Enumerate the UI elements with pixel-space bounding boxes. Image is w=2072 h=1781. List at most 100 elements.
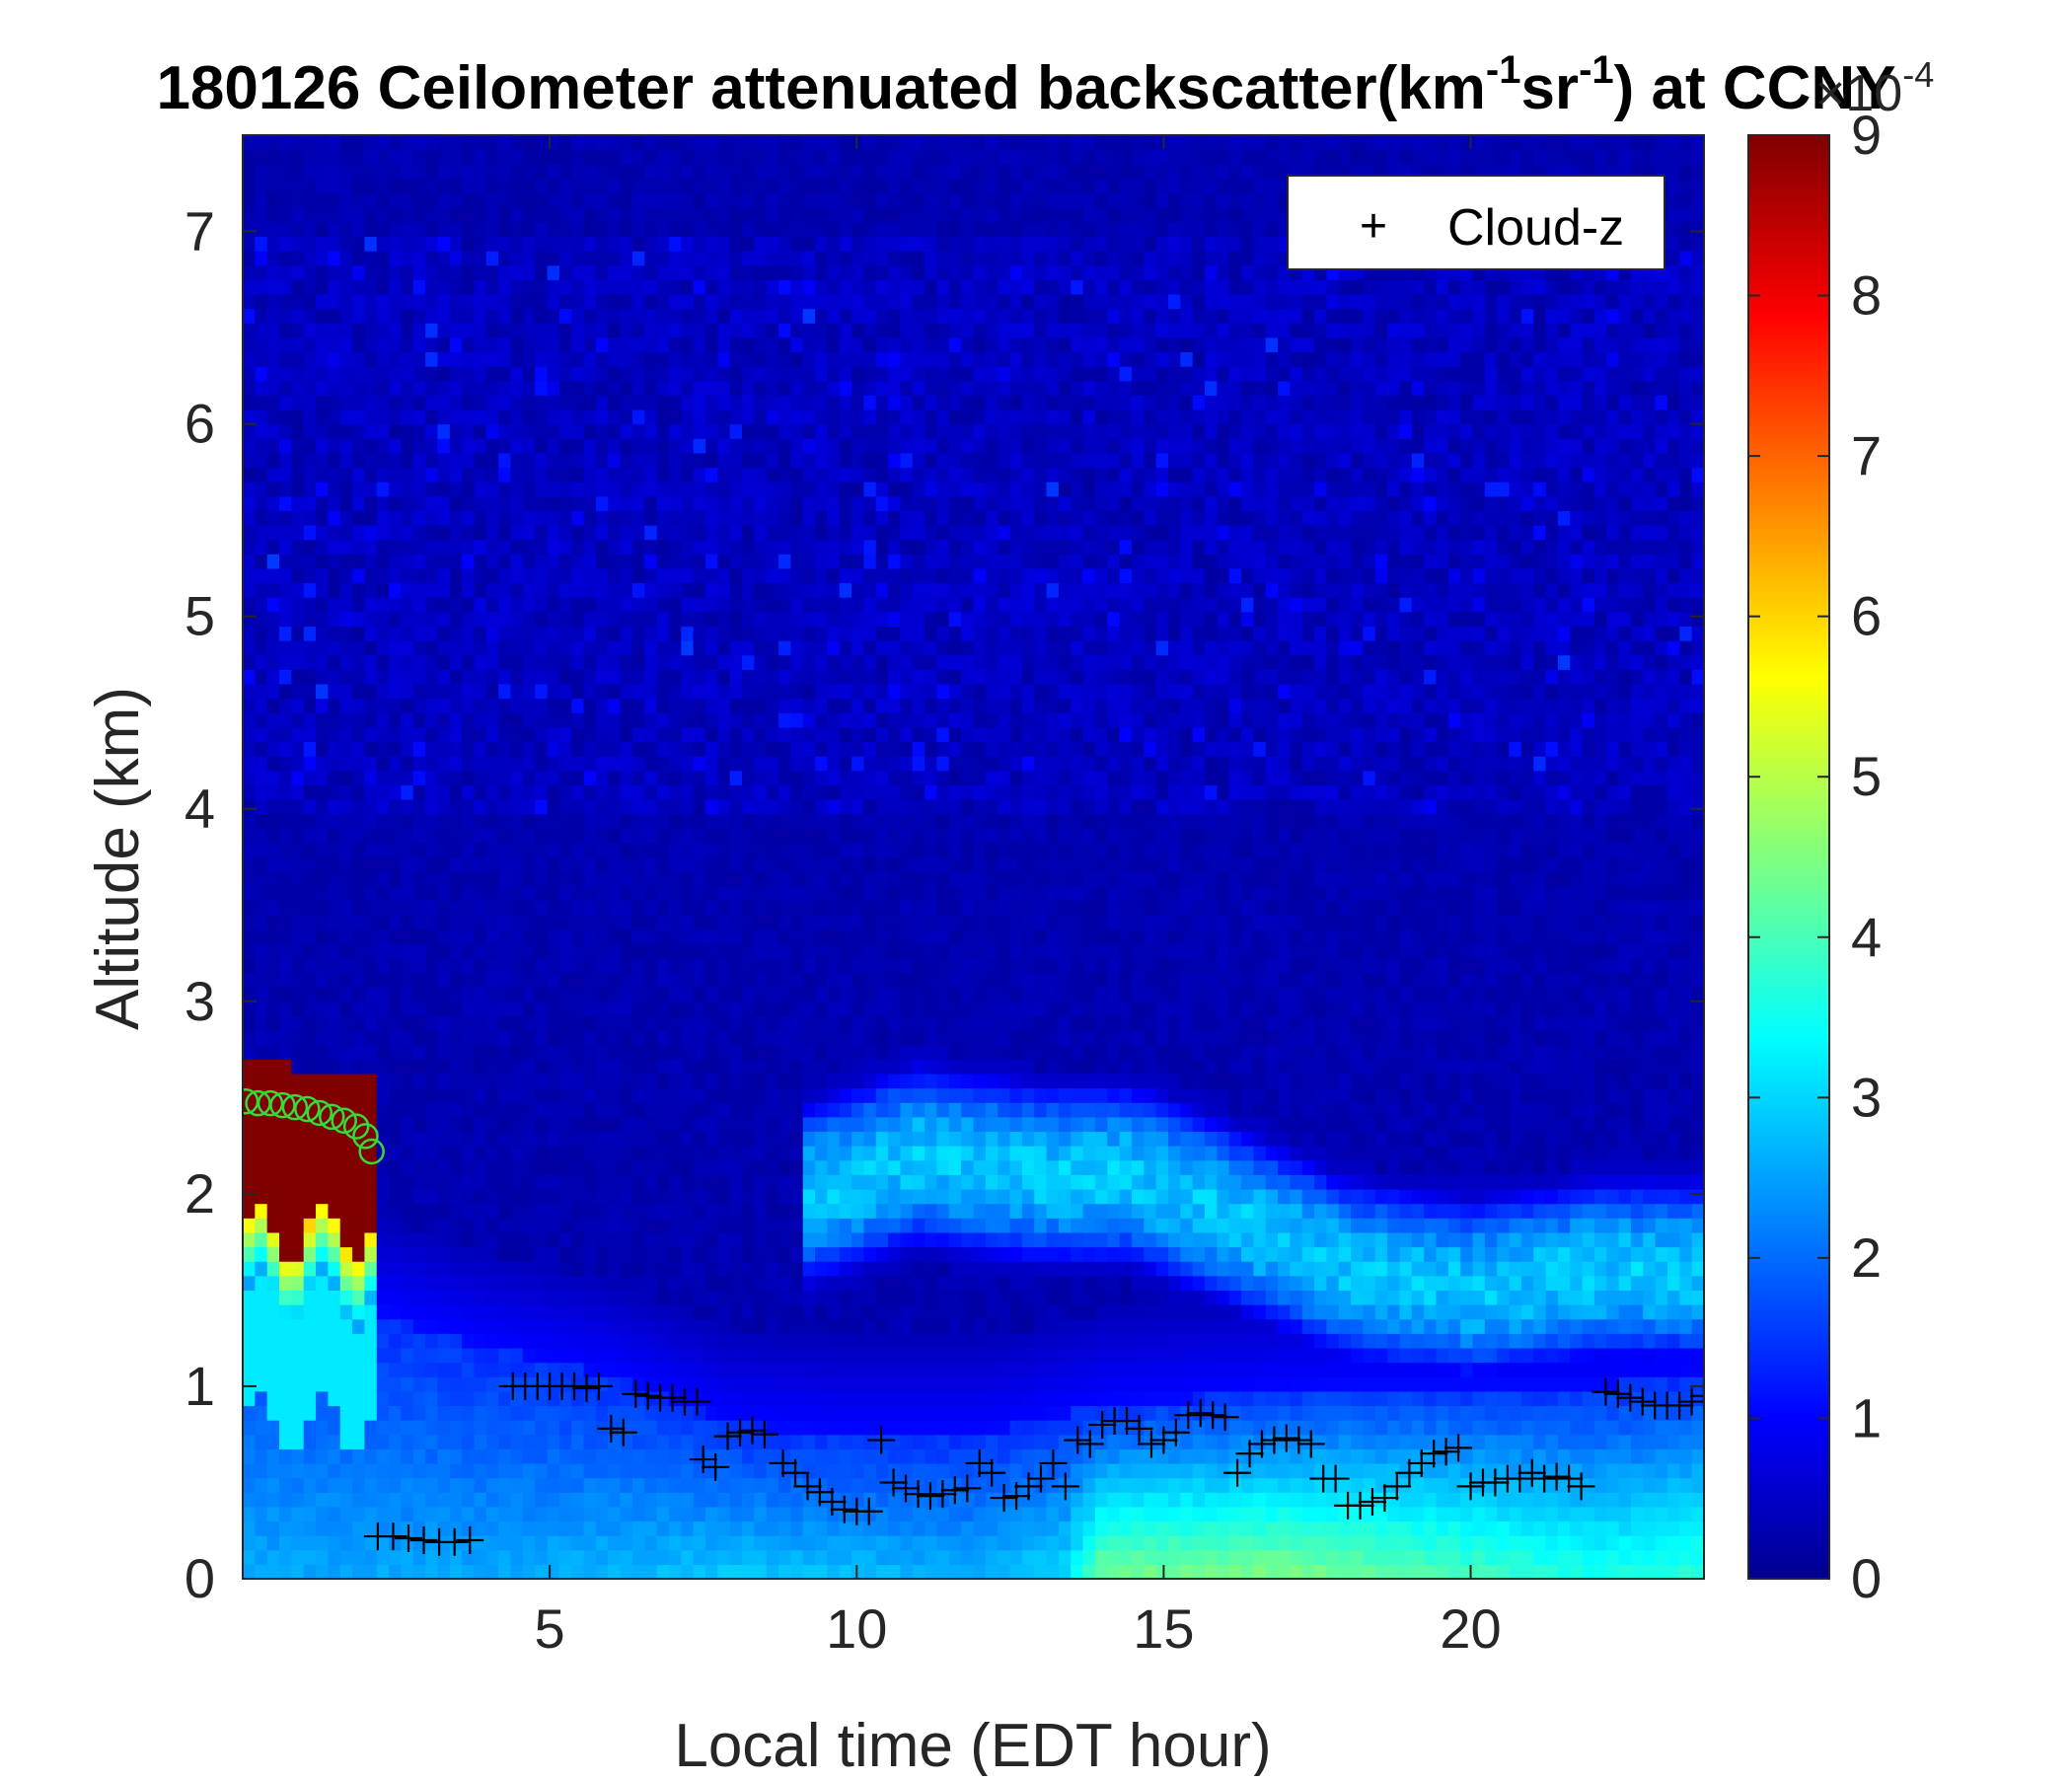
heatmap-cell: [583, 856, 597, 872]
heatmap-cell: [498, 1333, 512, 1349]
heatmap-cell: [425, 726, 439, 743]
heatmap-cell: [425, 885, 439, 901]
heatmap-cell: [839, 1420, 852, 1436]
heatmap-cell: [631, 1218, 645, 1233]
heatmap-cell: [704, 1231, 718, 1248]
heatmap-cell: [656, 1059, 670, 1075]
heatmap-cell: [790, 251, 804, 266]
heatmap-cell: [462, 1434, 476, 1449]
heatmap-cell: [608, 842, 622, 858]
heatmap-cell: [571, 1521, 585, 1536]
heatmap-cell: [498, 1246, 512, 1262]
heatmap-cell: [498, 192, 512, 208]
heatmap-cell: [437, 525, 451, 541]
heatmap-cell: [462, 1405, 476, 1421]
heatmap-cell: [339, 482, 353, 497]
heatmap-cell: [376, 756, 390, 772]
heatmap-cell: [339, 972, 353, 988]
heatmap-cell: [644, 1304, 658, 1320]
heatmap-cell: [729, 1102, 743, 1118]
heatmap-cell: [704, 279, 718, 295]
heatmap-cell: [535, 1318, 549, 1334]
heatmap-cell: [376, 482, 390, 497]
heatmap-cell: [437, 264, 451, 280]
heatmap-cell: [462, 1549, 476, 1565]
heatmap-cell: [291, 669, 305, 685]
heatmap-cell: [742, 452, 755, 469]
heatmap-cell: [243, 1549, 256, 1565]
heatmap-cell: [376, 1073, 390, 1089]
heatmap-cell: [802, 798, 816, 815]
heatmap-cell: [462, 308, 476, 324]
heatmap-cell: [790, 741, 804, 757]
heatmap-cell: [778, 1188, 791, 1205]
heatmap-cell: [255, 611, 268, 628]
heatmap-cell: [437, 698, 451, 713]
heatmap-cell: [839, 408, 852, 425]
heatmap-cell: [303, 279, 317, 295]
heatmap-cell: [815, 900, 828, 916]
heatmap-cell: [352, 1390, 366, 1407]
heatmap-cell: [316, 1275, 329, 1291]
heatmap-cell: [279, 554, 292, 569]
heatmap-cell: [266, 1275, 280, 1291]
heatmap-cell: [620, 683, 633, 700]
heatmap-cell: [437, 828, 451, 844]
heatmap-cell: [510, 1174, 524, 1190]
heatmap-cell: [608, 1347, 622, 1364]
heatmap-cell: [412, 351, 426, 367]
heatmap-cell: [255, 1492, 268, 1508]
heatmap-cell: [766, 1015, 779, 1031]
heatmap-cell: [754, 380, 768, 396]
heatmap-cell: [608, 784, 622, 800]
heatmap-cell: [449, 149, 463, 165]
heatmap-cell: [485, 957, 499, 974]
heatmap-cell: [558, 293, 572, 310]
heatmap-cell: [485, 987, 499, 1002]
heatmap-cell: [827, 495, 841, 511]
heatmap-cell: [754, 366, 768, 382]
heatmap-cell: [352, 264, 366, 280]
heatmap-cell: [656, 1203, 670, 1219]
heatmap-cell: [729, 885, 743, 901]
heatmap-cell: [474, 452, 487, 469]
heatmap-cell: [802, 1059, 816, 1075]
heatmap-cell: [668, 192, 682, 208]
heatmap-cell: [815, 669, 828, 685]
heatmap-cell: [595, 1131, 609, 1147]
heatmap-cell: [558, 351, 572, 367]
heatmap-cell: [558, 654, 572, 670]
heatmap-cell: [266, 1116, 280, 1133]
heatmap-cell: [608, 1390, 622, 1407]
heatmap-cell: [328, 192, 341, 208]
heatmap-cell: [583, 726, 597, 743]
heatmap-cell: [449, 1203, 463, 1219]
heatmap-cell: [449, 510, 463, 526]
heatmap-cell: [291, 539, 305, 555]
heatmap-cell: [827, 293, 841, 310]
heatmap-cell: [328, 264, 341, 280]
heatmap-cell: [510, 1448, 524, 1464]
heatmap-cell: [535, 366, 549, 382]
heatmap-cell: [485, 654, 499, 670]
heatmap-cell: [815, 1376, 828, 1392]
heatmap-cell: [535, 1059, 549, 1075]
heatmap-cell: [498, 539, 512, 555]
heatmap-cell: [815, 1318, 828, 1334]
heatmap-cell: [766, 539, 779, 555]
heatmap-cell: [364, 1420, 378, 1436]
heatmap-cell: [571, 1275, 585, 1291]
heatmap-cell: [316, 756, 329, 772]
heatmap-cell: [425, 452, 439, 469]
heatmap-cell: [754, 756, 768, 772]
heatmap-cell: [376, 1231, 390, 1248]
heatmap-cell: [485, 582, 499, 598]
heatmap-cell: [425, 1376, 439, 1392]
heatmap-cell: [498, 1434, 512, 1449]
heatmap-cell: [535, 1015, 549, 1031]
heatmap-cell: [474, 1535, 487, 1551]
heatmap-cell: [462, 279, 476, 295]
heatmap-cell: [522, 539, 536, 555]
heatmap-cell: [255, 293, 268, 310]
heatmap-cell: [608, 395, 622, 410]
